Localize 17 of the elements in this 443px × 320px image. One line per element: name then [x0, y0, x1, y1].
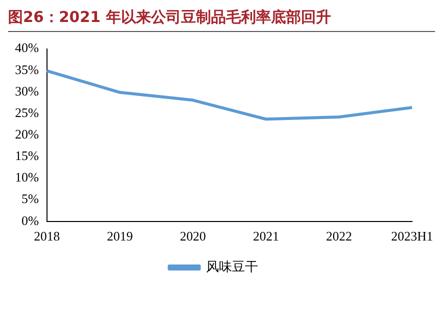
y-tick-label: 35%	[14, 62, 39, 77]
y-tick-label: 30%	[14, 83, 39, 98]
x-tick-label: 2022	[326, 228, 352, 244]
y-tick-label: 10%	[14, 170, 39, 185]
x-tick-label: 2020	[180, 228, 206, 244]
y-tick-label: 0%	[21, 212, 39, 228]
y-tick-label: 15%	[14, 148, 39, 164]
x-tick-label: 2023H1	[391, 228, 433, 244]
x-tick-label: 2021	[252, 228, 279, 244]
chart-title: 图26：2021 年以来公司豆制品毛利率底部回升	[8, 8, 435, 32]
y-tick-label: 25%	[14, 104, 39, 120]
x-tick-label: 2019	[106, 228, 133, 244]
x-tick-label: 2018	[34, 228, 60, 244]
y-tick-label: 20%	[14, 126, 39, 142]
legend-label: 风味豆干	[206, 258, 258, 274]
y-tick-label: 5%	[21, 191, 39, 206]
y-tick-label: 40%	[14, 40, 39, 56]
